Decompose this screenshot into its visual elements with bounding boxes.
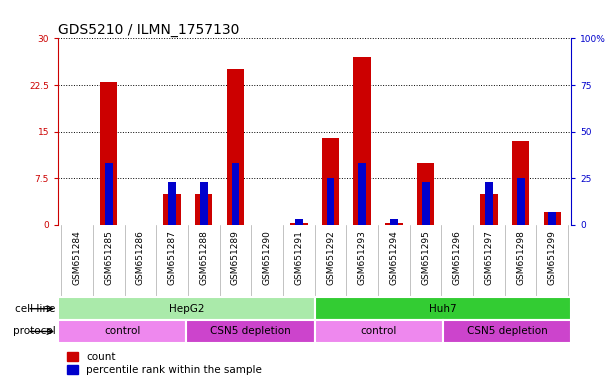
Bar: [195, 194, 213, 225]
Bar: [422, 182, 430, 225]
Text: protocol: protocol: [13, 326, 56, 336]
Text: cell line: cell line: [15, 304, 56, 314]
Bar: [100, 82, 117, 225]
Text: GSM651295: GSM651295: [421, 231, 430, 285]
Bar: [548, 212, 556, 225]
Bar: [163, 194, 181, 225]
Bar: [512, 141, 529, 225]
Text: CSN5 depletion: CSN5 depletion: [467, 326, 547, 336]
Text: HepG2: HepG2: [169, 304, 204, 314]
Text: GSM651292: GSM651292: [326, 231, 335, 285]
Legend: count, percentile rank within the sample: count, percentile rank within the sample: [64, 348, 266, 379]
Text: GSM651286: GSM651286: [136, 231, 145, 285]
Text: GSM651284: GSM651284: [73, 231, 81, 285]
Bar: [232, 163, 240, 225]
Bar: [480, 194, 497, 225]
Bar: [290, 223, 307, 225]
Bar: [517, 178, 525, 225]
Text: GSM651296: GSM651296: [453, 231, 462, 285]
Bar: [354, 57, 371, 225]
Bar: [295, 219, 303, 225]
Bar: [104, 163, 112, 225]
Bar: [358, 163, 366, 225]
Bar: [385, 223, 403, 225]
Text: control: control: [360, 326, 397, 336]
Bar: [186, 320, 315, 343]
Text: Huh7: Huh7: [429, 304, 457, 314]
Bar: [315, 297, 571, 320]
Text: GSM651287: GSM651287: [167, 231, 177, 285]
Bar: [485, 182, 493, 225]
Text: control: control: [104, 326, 141, 336]
Text: GSM651299: GSM651299: [548, 231, 557, 285]
Text: GSM651298: GSM651298: [516, 231, 525, 285]
Bar: [58, 320, 186, 343]
Bar: [544, 212, 561, 225]
Bar: [417, 163, 434, 225]
Bar: [443, 320, 571, 343]
Bar: [200, 182, 208, 225]
Text: GSM651290: GSM651290: [263, 231, 272, 285]
Text: GSM651291: GSM651291: [295, 231, 303, 285]
Bar: [58, 297, 315, 320]
Bar: [315, 320, 443, 343]
Text: GSM651285: GSM651285: [104, 231, 113, 285]
Bar: [227, 70, 244, 225]
Text: CSN5 depletion: CSN5 depletion: [210, 326, 291, 336]
Text: GSM651294: GSM651294: [389, 231, 398, 285]
Bar: [326, 178, 334, 225]
Text: GSM651293: GSM651293: [357, 231, 367, 285]
Text: GSM651288: GSM651288: [199, 231, 208, 285]
Text: GDS5210 / ILMN_1757130: GDS5210 / ILMN_1757130: [58, 23, 240, 37]
Bar: [322, 138, 339, 225]
Bar: [168, 182, 176, 225]
Bar: [390, 219, 398, 225]
Text: GSM651289: GSM651289: [231, 231, 240, 285]
Text: GSM651297: GSM651297: [485, 231, 494, 285]
